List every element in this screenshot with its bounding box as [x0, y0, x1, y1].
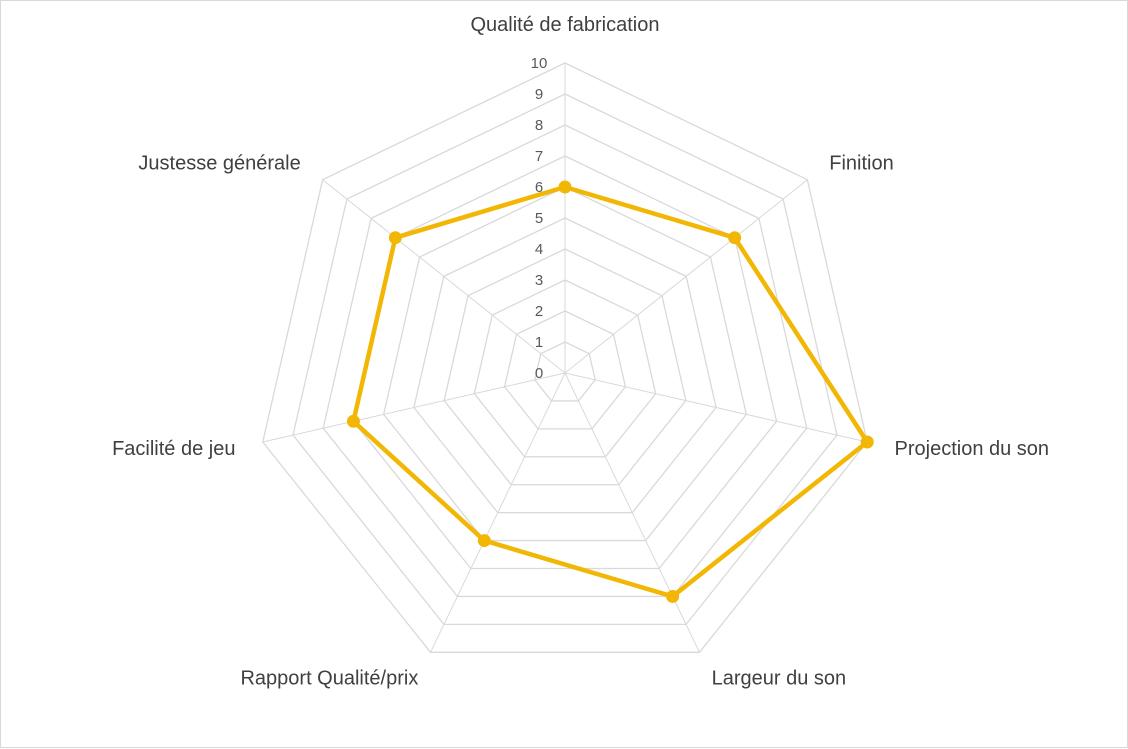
tick-label-2: 2	[535, 303, 543, 320]
series-layer	[346, 180, 874, 603]
grid-ring-4	[443, 248, 687, 486]
tick-label-9: 9	[535, 86, 543, 103]
series-point-3	[860, 435, 874, 449]
axis-label-3: Projection du son	[895, 438, 1050, 460]
axis-spoke-6	[262, 372, 566, 443]
series-point-5	[477, 534, 491, 548]
axis-spoke-2	[564, 179, 808, 374]
axis-spoke-5	[430, 372, 566, 653]
axis-spoke-3	[564, 372, 868, 443]
axis-label-layer: Qualité de fabrication Finition Projection…	[112, 14, 1049, 690]
tick-label-6: 6	[535, 179, 543, 196]
tick-label-7: 7	[535, 148, 543, 165]
series-point-2	[728, 231, 742, 245]
tick-label-10: 10	[531, 55, 548, 72]
series-point-1	[558, 180, 572, 194]
grid-ring-8	[322, 124, 808, 598]
grid-ring-3	[473, 279, 657, 458]
tick-label-4: 4	[535, 241, 543, 258]
axis-label-4: Largeur du son	[712, 668, 847, 690]
grid-layer	[262, 62, 868, 653]
tick-label-8: 8	[535, 117, 543, 134]
grid-ring-1	[534, 341, 596, 402]
axis-label-2: Finition	[829, 152, 893, 174]
grid-ring-5	[413, 217, 717, 514]
grid-ring-10	[262, 62, 868, 653]
tick-label-layer: 0 1 2 3 4 5 6 7 8 9 10	[531, 55, 548, 382]
series-line-1	[351, 184, 870, 599]
axis-label-7: Justesse générale	[138, 152, 300, 174]
grid-ring-9	[292, 93, 838, 626]
tick-label-3: 3	[535, 272, 543, 289]
series-point-4	[666, 589, 680, 603]
spoke-layer	[262, 63, 868, 653]
tick-label-5: 5	[535, 210, 543, 227]
series-point-7	[388, 231, 402, 245]
tick-label-0: 0	[535, 365, 543, 382]
axis-spoke-7	[322, 179, 566, 374]
axis-label-1: Qualité de fabrication	[470, 14, 659, 36]
axis-label-6: Facilité de jeu	[112, 438, 235, 460]
grid-ring-6	[382, 186, 748, 542]
axis-spoke-4	[564, 372, 700, 653]
grid-ring-2	[503, 310, 627, 430]
series-point-6	[346, 414, 360, 428]
tick-label-1: 1	[535, 334, 543, 351]
axis-label-5: Rapport Qualité/prix	[240, 668, 418, 690]
